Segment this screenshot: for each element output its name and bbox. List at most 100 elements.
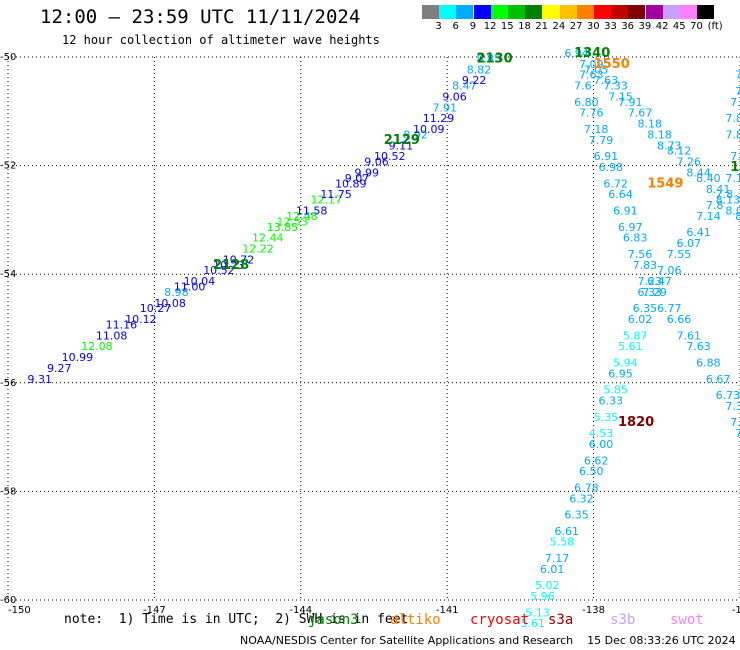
- wave-height-label: 7.6: [574, 80, 592, 93]
- wave-height-label: 7.15: [608, 90, 633, 103]
- wave-height-label: 9.11: [389, 139, 414, 152]
- wave-height-label: 7.8: [716, 188, 734, 201]
- y-tick-label: -50: [0, 52, 16, 63]
- wave-height-label: 6.94: [564, 47, 589, 60]
- wave-height-label: 6.91: [613, 204, 638, 217]
- mission-label: jason3: [308, 612, 359, 628]
- data-points: 9.319.2710.9912.0811.0811.1610.1210.2710…: [28, 47, 740, 630]
- wave-height-label: 6.64: [608, 188, 633, 201]
- color-scale-label: 39: [638, 21, 652, 32]
- color-scale-label: 36: [621, 21, 635, 32]
- wave-height-label: 8.04: [725, 204, 740, 217]
- wave-height-label: 6.07: [677, 237, 702, 250]
- wave-height-label: 8.12: [667, 145, 692, 158]
- mission-label: s3a: [548, 612, 574, 628]
- pass-time-label: 2129: [384, 133, 420, 148]
- wave-height-label: 7.85: [725, 112, 740, 125]
- wave-height-label: 5.02: [535, 579, 560, 592]
- x-tick-label: -150: [8, 605, 31, 616]
- wave-height-label: 7.67: [628, 107, 653, 120]
- wave-height-label: 10.27: [140, 302, 172, 315]
- footer-credit: NOAA/NESDIS Center for Satellite Applica…: [240, 634, 736, 647]
- mission-label: cryosat: [470, 612, 530, 628]
- pass-time-label: 2130: [476, 51, 512, 66]
- color-swatch: [645, 5, 663, 19]
- grid-lines: [7, 56, 740, 601]
- wave-height-label: 6.83: [623, 232, 648, 245]
- wave-height-label: 7.79: [589, 134, 614, 147]
- wave-height-label: 5.85: [603, 384, 628, 397]
- wave-height-label: 8.18: [638, 118, 663, 131]
- wave-height-label: 6.33: [598, 395, 623, 408]
- wave-height-label: 6.33: [638, 286, 663, 299]
- wave-height-label: 7.18: [584, 123, 609, 136]
- wave-height-label: 7.26: [677, 156, 702, 169]
- wave-height-label: 6.73: [716, 389, 740, 402]
- wave-height-label: 12.22: [242, 242, 273, 255]
- axis-tick-labels: -150 -147 -144 -141 -138 -13 -50 -52 -54 -56 -58 -6…: [0, 52, 740, 616]
- wave-height-label: 7.17: [545, 552, 570, 565]
- wave-height-label: 8.85: [476, 52, 501, 65]
- wave-height-label: 8.73: [657, 139, 682, 152]
- wave-height-label: 6.88: [696, 357, 721, 370]
- color-scale-label: 12: [483, 21, 497, 32]
- color-scale-label: 24: [552, 21, 566, 32]
- wave-height-label: 6.98: [598, 161, 623, 174]
- wave-height-label: 7.8: [706, 199, 724, 212]
- wave-height-label: 11.16: [106, 319, 138, 332]
- y-tick-label: -60: [0, 595, 16, 606]
- wave-height-label: 7.81: [730, 416, 740, 429]
- color-swatch: [439, 5, 457, 19]
- wave-height-label: 7.33: [603, 80, 628, 93]
- color-swatch: [473, 5, 491, 19]
- color-scale-unit: (ft): [707, 21, 723, 32]
- wave-height-label: 6.01: [540, 563, 565, 576]
- wave-height-label: 6.35: [564, 509, 589, 522]
- x-tick-label: -144: [289, 605, 312, 616]
- wave-height-label: 13.85: [267, 221, 299, 234]
- x-tick-label: -13: [732, 605, 740, 616]
- pass-time-label: 1341: [730, 160, 740, 175]
- wave-height-label: 8.13: [716, 194, 740, 207]
- wave-height-label: 6.41: [686, 226, 711, 239]
- wave-height-label: 10.04: [184, 275, 216, 288]
- page-title: 12:00 – 23:59 UTC 11/11/2024: [40, 6, 361, 28]
- wave-height-label: 8.41: [706, 183, 731, 196]
- time-labels: 21302129212813401550154913411819182015: [213, 46, 740, 430]
- color-swatch: [628, 5, 646, 19]
- wave-height-label: 10.52: [203, 264, 235, 277]
- color-swatch: [456, 5, 474, 19]
- wave-height-label: 8.61: [735, 210, 740, 223]
- page-subtitle: 12 hour collection of altimeter wave hei…: [62, 33, 380, 47]
- wave-height-label: 5.94: [613, 357, 638, 370]
- wave-height-label: 7.35: [730, 150, 740, 163]
- wave-height-label: 7.06: [657, 264, 682, 277]
- wave-height-label: 6.72: [603, 177, 628, 190]
- wave-height-label: 7.83: [725, 128, 740, 141]
- wave-height-label: 7.91: [618, 96, 643, 109]
- wave-height-label: 9.06: [442, 90, 467, 103]
- color-scale-label: 21: [535, 21, 549, 32]
- wave-height-label: 5.58: [550, 536, 575, 549]
- wave-height-label: 8.47: [452, 80, 477, 93]
- wave-height-label: 5.96: [530, 590, 555, 603]
- color-swatch: [576, 5, 594, 19]
- wave-height-label: 6.78: [574, 481, 599, 494]
- mission-label: swot: [670, 612, 704, 628]
- color-scale-label: 30: [586, 21, 600, 32]
- color-swatch: [490, 5, 508, 19]
- wave-height-label: 8.44: [686, 166, 711, 179]
- mission-label: altiko: [390, 612, 441, 628]
- wave-height-label: 11.75: [320, 188, 352, 201]
- color-scale-label: 15: [500, 21, 514, 32]
- wave-height-label: 12.08: [81, 340, 113, 353]
- pass-time-label: 1820: [618, 415, 654, 430]
- wave-height-label: 9.99: [354, 166, 379, 179]
- x-tick-label: -138: [582, 605, 605, 616]
- wave-height-label: 7.61: [677, 329, 702, 342]
- y-tick-label: -54: [0, 269, 16, 280]
- wave-height-label: 7.63: [579, 69, 604, 82]
- wave-height-label: 4.53: [589, 427, 614, 440]
- wave-height-label: 6.32: [569, 492, 594, 505]
- wave-height-label: 11.08: [96, 329, 128, 342]
